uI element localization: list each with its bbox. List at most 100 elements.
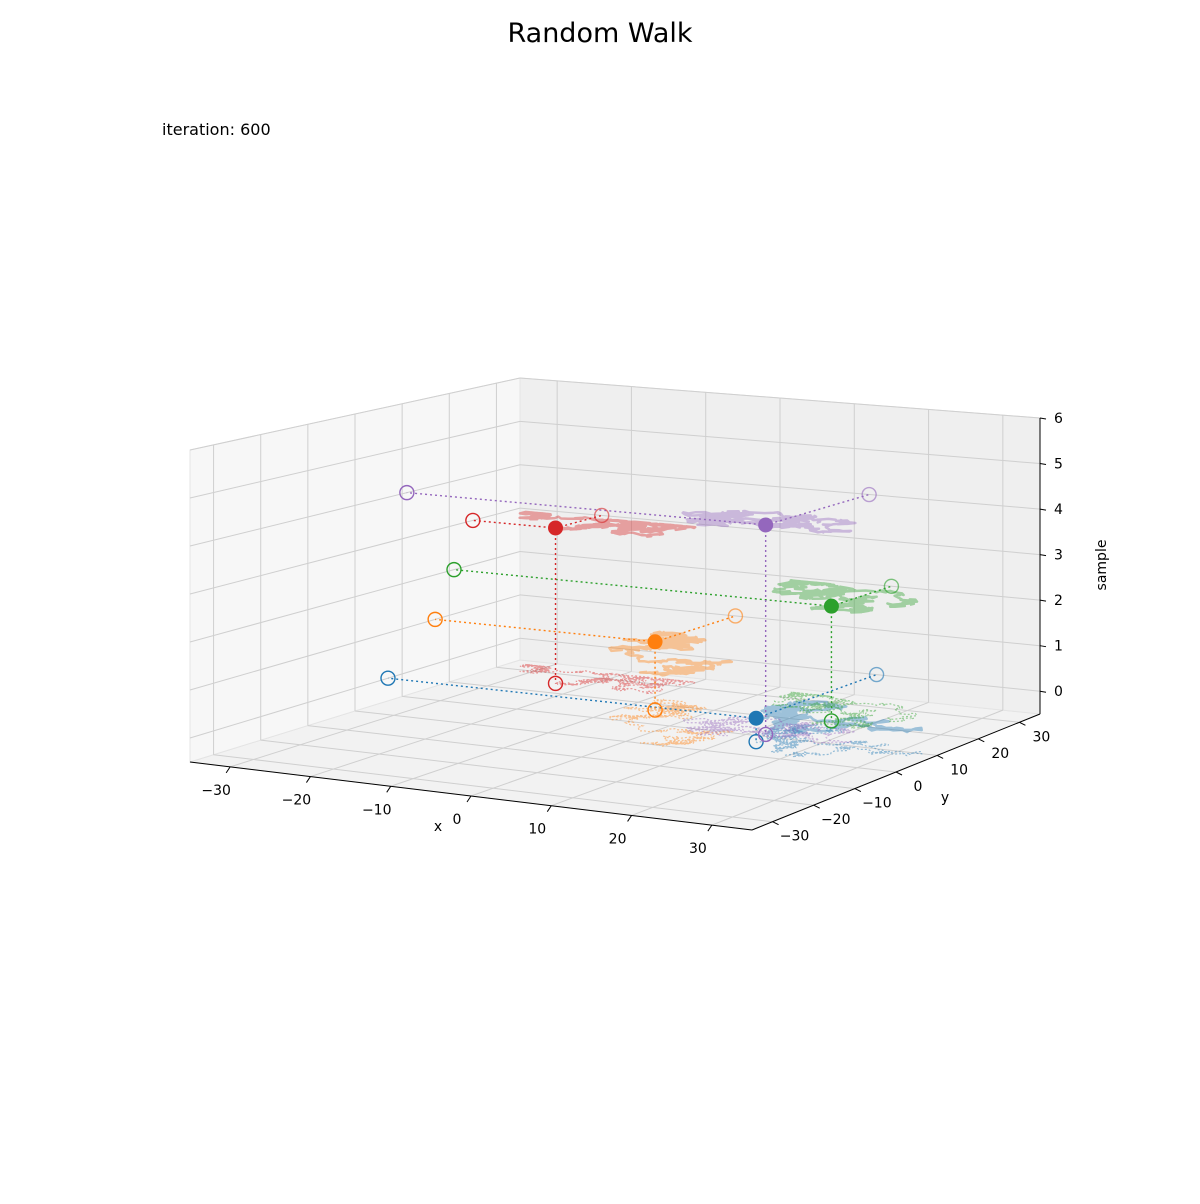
grid-line-y-floor <box>496 666 1020 723</box>
z-tick <box>1039 463 1047 466</box>
z-tick <box>1039 690 1047 693</box>
back-marker-sample-1 <box>868 666 885 683</box>
x-axis-label: x <box>434 819 442 835</box>
x-tick <box>546 805 552 812</box>
grid-line-y-floor <box>402 695 938 756</box>
grid-line-z-back <box>519 551 1041 601</box>
grid-line-z-side <box>189 551 521 643</box>
iteration-label: iteration: <box>162 120 235 139</box>
x-tick <box>386 786 392 793</box>
current-marker-sample-3 <box>823 598 839 614</box>
z-tick-label: 4 <box>1054 502 1063 518</box>
z-tick <box>1039 645 1047 648</box>
iteration-value: 600 <box>240 120 271 139</box>
y-tick-label: −20 <box>821 812 851 828</box>
side-marker-sample-3 <box>446 561 462 578</box>
walk-shadow-sample-2 <box>609 698 735 747</box>
chart-title: Random Walk <box>507 18 693 49</box>
grid-line-y-floor <box>307 725 855 790</box>
grid-lines <box>189 377 1041 826</box>
x-tick <box>225 766 231 774</box>
side-marker-sample-4 <box>465 512 481 529</box>
walk-trail-sample-1 <box>755 700 923 735</box>
y-axis-label: y <box>941 790 949 806</box>
x-tick-label: 10 <box>528 822 546 838</box>
grid-line-z-back <box>519 637 1041 692</box>
x-tick-label: −10 <box>362 802 392 818</box>
y-tick <box>936 754 944 759</box>
x-tick-label: −30 <box>201 783 231 799</box>
back-marker-sample-5 <box>861 486 877 503</box>
floor-marker-sample-5 <box>757 726 774 743</box>
walk-shadow-sample-4 <box>519 663 697 695</box>
walk-trail-sample-3 <box>771 579 919 614</box>
y-tick <box>854 788 862 793</box>
y-tick <box>895 771 903 776</box>
y-tick-label: 10 <box>950 762 968 778</box>
x-tick <box>627 815 632 822</box>
grid-line-z-side <box>189 594 521 691</box>
current-marker-sample-1 <box>748 710 764 726</box>
x-tick <box>707 824 713 832</box>
grid-line-y-floor <box>260 739 814 806</box>
grid-line-y-floor <box>449 681 979 740</box>
y-tick-label: 0 <box>914 779 923 795</box>
z-axis-label: sample <box>1094 540 1110 591</box>
z-tick-label: 1 <box>1054 639 1063 655</box>
current-marker-sample-2 <box>647 634 663 650</box>
side-marker-sample-5 <box>399 484 415 501</box>
axes: −30 −20 −10 0 10 20 30 −30 −20 −10 0 10 20 30 0 1 2 3 4 5 6 x… <box>189 411 1110 857</box>
guide-side-sample-3 <box>453 568 832 607</box>
current-marker-sample-5 <box>758 517 774 533</box>
y-tick <box>813 804 820 809</box>
walk-shadow-sample-5 <box>681 716 856 746</box>
z-tick-label: 2 <box>1054 593 1063 609</box>
z-tick <box>1039 554 1047 557</box>
side-marker-sample-1 <box>380 670 396 686</box>
projection-guides <box>387 491 892 742</box>
grid-line-z-back <box>519 464 1041 510</box>
grid-line-z-side <box>189 464 521 547</box>
walk-shadow-sample-3 <box>771 691 919 729</box>
y-tick-label: 20 <box>991 746 1009 762</box>
walk-shadow-sample-1 <box>755 723 923 758</box>
position-markers <box>380 484 900 750</box>
grid-line-z-back <box>519 377 1041 419</box>
grid-line-z-back <box>519 420 1041 465</box>
current-marker-sample-4 <box>548 520 564 536</box>
x-tick <box>306 776 311 783</box>
z-tick-label: 6 <box>1054 411 1063 427</box>
grid-line-z-back <box>519 594 1041 647</box>
grid-line-z-back <box>519 507 1041 556</box>
grid-line-z-side <box>189 420 521 499</box>
guide-side-sample-4 <box>472 519 556 529</box>
guide-back-sample-3 <box>831 585 892 607</box>
y-tick-label: −10 <box>862 796 892 812</box>
back-marker-sample-2 <box>727 608 744 624</box>
walk-trail-sample-4 <box>518 510 697 538</box>
y-tick-label: 30 <box>1033 729 1051 745</box>
guide-side-sample-1 <box>387 677 757 719</box>
guide-side-sample-2 <box>435 618 656 643</box>
grid-line-z-side <box>189 637 521 739</box>
y-tick <box>1019 721 1026 726</box>
x-tick-label: 0 <box>453 812 462 828</box>
guide-side-sample-5 <box>406 491 766 526</box>
x-tick <box>466 795 472 803</box>
y-tick-label: −30 <box>780 829 810 845</box>
floor-marker-sample-2 <box>647 702 663 718</box>
z-tick <box>1039 599 1047 602</box>
floor-marker-sample-4 <box>547 675 564 692</box>
grid-line-y-floor <box>354 710 897 773</box>
iteration-annotation: iteration: 600 <box>162 120 271 139</box>
grid-line-z-side <box>189 507 521 595</box>
walk-trail-sample-5 <box>681 509 857 534</box>
z-tick <box>1039 508 1047 511</box>
z-tick-label: 3 <box>1054 548 1063 564</box>
x-tick-label: −20 <box>282 793 312 809</box>
floor-marker-sample-3 <box>823 713 840 729</box>
guide-back-sample-1 <box>755 673 877 719</box>
back-marker-sample-4 <box>594 507 610 524</box>
